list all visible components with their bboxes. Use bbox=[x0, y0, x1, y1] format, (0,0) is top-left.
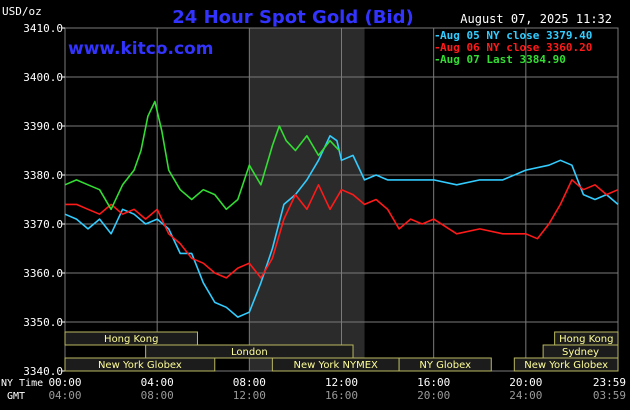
gmt-tick-label: 04:00 bbox=[48, 389, 81, 402]
gmt-tick-label: 12:00 bbox=[233, 389, 266, 402]
unit-label: USD/oz bbox=[2, 5, 42, 18]
session-bar bbox=[64, 331, 198, 346]
y-tick-label: 3390.0 bbox=[23, 120, 63, 133]
legend-marker-aug06: - bbox=[434, 41, 441, 54]
legend: Aug 05 NY close 3379.40 Aug 06 NY close … bbox=[434, 29, 592, 66]
gmt-tick-label: 03:59 bbox=[593, 389, 626, 402]
session-bar bbox=[513, 357, 619, 372]
ny-tick-label: 12:00 bbox=[325, 376, 358, 389]
watermark: www.kitco.com bbox=[68, 39, 213, 59]
legend-marker-aug07: - bbox=[434, 53, 441, 66]
gmt-tick-label: 24:00 bbox=[509, 389, 542, 402]
ny-tick-label: 16:00 bbox=[417, 376, 450, 389]
ny-tick-label: 00:00 bbox=[48, 376, 81, 389]
highlight-band bbox=[249, 28, 365, 371]
series-line-0 bbox=[64, 135, 619, 318]
session-bar bbox=[145, 344, 354, 359]
series-line-2 bbox=[64, 100, 340, 211]
session-label: Sydney bbox=[562, 347, 599, 358]
session-label: Hong Kong bbox=[104, 334, 158, 345]
chart-title: 24 Hour Spot Gold (Bid) bbox=[172, 7, 413, 28]
gmt-tick-label: 08:00 bbox=[141, 389, 174, 402]
gmt-label: GMT bbox=[7, 391, 25, 402]
session-label: NY Globex bbox=[419, 360, 471, 371]
datetime-label: August 07, 2025 11:32 bbox=[460, 12, 612, 26]
session-label: Hong Kong bbox=[559, 334, 613, 345]
session-bar bbox=[398, 357, 492, 372]
gmt-tick-label: 16:00 bbox=[325, 389, 358, 402]
y-tick-labels: 3410.0 3400.0 3390.0 3380.0 3370.0 3360.0 3350… bbox=[23, 22, 65, 378]
session-label: London bbox=[231, 347, 268, 358]
y-tick-label: 3380.0 bbox=[23, 169, 63, 182]
legend-marker-aug05: - bbox=[434, 29, 441, 42]
y-tick-label: 3410.0 bbox=[23, 22, 63, 35]
ny-tick-label: 20:00 bbox=[509, 376, 542, 389]
y-tick-label: 3340.0 bbox=[23, 365, 63, 378]
x-tick-labels: 00:00 04:00 08:00 12:00 16:00 20:00 23:5904:00… bbox=[48, 376, 626, 402]
y-tick-label: 3360.0 bbox=[23, 267, 63, 280]
series-line-1 bbox=[65, 179, 619, 279]
session-label: New York Globex bbox=[98, 360, 182, 371]
y-tick-label: 3350.0 bbox=[23, 316, 63, 329]
session-bar bbox=[64, 357, 216, 372]
ny-tick-label: 23:59 bbox=[593, 376, 626, 389]
session-label: New York Globex bbox=[524, 360, 608, 371]
ny-tick-label: 04:00 bbox=[141, 376, 174, 389]
legend-item-aug05: Aug 05 NY close 3379.40 bbox=[440, 29, 592, 42]
session-bars: Hong Kong Hong Kong London Sydney New York G… bbox=[64, 331, 619, 372]
gmt-tick-label: 20:00 bbox=[417, 389, 450, 402]
series-lines bbox=[64, 100, 619, 318]
y-tick-label: 3400.0 bbox=[23, 71, 63, 84]
ny-tick-label: 08:00 bbox=[233, 376, 266, 389]
legend-item-aug06: Aug 06 NY close 3360.20 bbox=[440, 41, 592, 54]
legend-item-aug07: Aug 07 Last 3384.90 bbox=[440, 53, 566, 66]
y-tick-label: 3370.0 bbox=[23, 218, 63, 231]
session-label: New York NYMEX bbox=[294, 360, 379, 371]
ny-time-label: NY Time bbox=[1, 378, 43, 389]
